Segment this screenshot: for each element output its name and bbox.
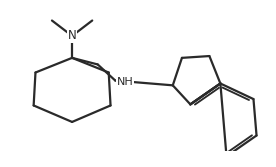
Text: NH: NH [117, 77, 134, 87]
Text: N: N [68, 29, 76, 42]
